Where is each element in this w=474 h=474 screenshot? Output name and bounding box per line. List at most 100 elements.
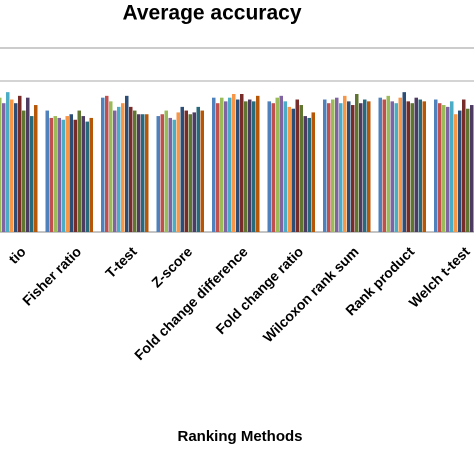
bar — [335, 97, 339, 233]
bar — [279, 95, 283, 232]
bar — [331, 99, 335, 233]
bar — [192, 112, 196, 232]
bar — [418, 99, 422, 233]
x-tick-label: tio — [5, 243, 28, 266]
bar — [121, 103, 125, 232]
bar — [45, 110, 49, 232]
bar — [184, 110, 188, 232]
bar — [57, 117, 61, 232]
bar — [220, 97, 224, 233]
bar — [299, 105, 303, 232]
bar — [256, 95, 260, 232]
bar — [283, 101, 287, 232]
bar — [236, 99, 240, 233]
bar — [458, 110, 462, 232]
bar — [466, 108, 470, 232]
bar — [442, 105, 446, 232]
bar — [81, 116, 85, 232]
bar — [77, 110, 81, 232]
bar — [212, 97, 216, 233]
bar — [390, 101, 394, 232]
bar — [422, 101, 426, 232]
bar — [133, 110, 137, 232]
bar — [73, 119, 77, 232]
bar — [125, 95, 129, 232]
bar — [14, 103, 18, 232]
bar — [34, 105, 38, 232]
x-tick-label: T-test — [102, 243, 140, 281]
bar — [53, 116, 57, 232]
bar — [26, 97, 30, 233]
bar — [200, 110, 204, 232]
bar — [224, 101, 228, 232]
bar — [180, 106, 184, 232]
bar — [129, 106, 133, 232]
bar — [287, 106, 291, 232]
chart-title: Average accuracy — [122, 2, 301, 25]
bar — [2, 103, 6, 232]
bar — [141, 114, 145, 232]
bar — [6, 92, 10, 232]
bar — [228, 97, 232, 233]
bar — [22, 110, 26, 232]
bar — [446, 106, 450, 232]
bar — [176, 112, 180, 232]
bar — [339, 103, 343, 232]
bar — [454, 114, 458, 232]
bar — [323, 99, 327, 233]
bar — [188, 114, 192, 232]
bar — [85, 121, 89, 232]
bar — [414, 97, 418, 233]
bar — [382, 99, 386, 233]
bar — [438, 103, 442, 232]
bar — [164, 110, 168, 232]
bar — [160, 114, 164, 232]
bar — [291, 108, 295, 232]
bar — [295, 99, 299, 233]
bar — [113, 110, 117, 232]
bar — [434, 99, 438, 233]
bar — [343, 95, 347, 232]
x-tick-label: Wilcoxon rank sum — [260, 243, 362, 345]
x-tick-label: Fisher ratio — [19, 243, 84, 308]
bar — [105, 95, 109, 232]
bar — [232, 94, 236, 232]
bar — [367, 101, 371, 232]
bar — [0, 97, 2, 233]
bar — [275, 97, 279, 233]
bar — [402, 92, 406, 232]
bar — [18, 95, 22, 232]
bar — [117, 106, 121, 232]
bar — [156, 116, 160, 232]
bar — [394, 103, 398, 232]
bar — [307, 117, 311, 232]
bar — [327, 103, 331, 232]
bar — [49, 117, 53, 232]
bar — [65, 116, 69, 232]
bar — [462, 99, 466, 233]
bar — [267, 101, 271, 232]
bar — [363, 99, 367, 233]
bar — [109, 101, 113, 232]
bar — [69, 114, 73, 232]
bar — [271, 103, 275, 232]
bar — [168, 117, 172, 232]
bar — [61, 119, 65, 232]
bar — [240, 94, 244, 232]
bar — [216, 103, 220, 232]
bar — [137, 114, 141, 232]
bar — [378, 97, 382, 233]
bar — [172, 119, 176, 232]
bar — [89, 117, 93, 232]
bar — [410, 103, 414, 232]
bar — [252, 101, 256, 232]
bar — [30, 116, 34, 232]
bar — [101, 97, 105, 233]
bar — [398, 97, 402, 233]
bar — [10, 99, 14, 233]
bar — [359, 103, 363, 232]
bar — [196, 106, 200, 232]
bar — [303, 116, 307, 232]
